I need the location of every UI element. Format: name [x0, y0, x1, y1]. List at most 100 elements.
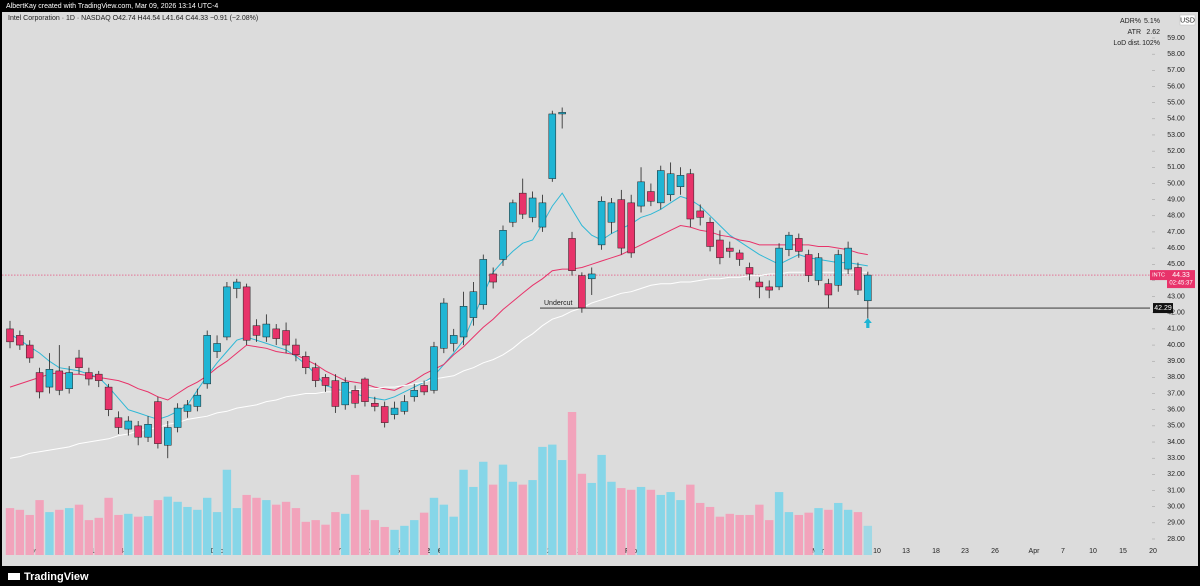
- volume-bar: [281, 501, 291, 555]
- stat-value: 102%: [1142, 40, 1160, 47]
- y-tick-label: 43.00: [1167, 293, 1185, 300]
- candle-body: [114, 417, 123, 428]
- signal-arrow: [863, 318, 872, 328]
- candle-body: [400, 401, 409, 412]
- candle-body: [311, 367, 320, 381]
- volume-bar: [25, 514, 34, 555]
- volume-bar: [469, 486, 478, 555]
- moving-average: [9, 224, 868, 401]
- candle-body: [587, 273, 596, 280]
- y-tick-label: 57.00: [1167, 67, 1185, 74]
- candle-body: [25, 344, 34, 359]
- volume-bar: [380, 526, 389, 555]
- candle-body: [854, 267, 862, 291]
- volume-bar: [498, 464, 508, 555]
- volume-bar: [55, 509, 64, 555]
- volume-bar: [74, 504, 84, 555]
- volume-bar: [626, 489, 636, 555]
- candle-body: [440, 302, 448, 349]
- y-tick-label: 30.00: [1167, 504, 1185, 511]
- x-tick-label: 7: [1061, 548, 1065, 555]
- candle-body: [410, 390, 419, 398]
- volume-bar: [104, 497, 113, 555]
- candle-body: [193, 394, 202, 407]
- y-tick-label: 36.00: [1167, 407, 1185, 414]
- volume-bar: [824, 509, 833, 555]
- candle-body: [341, 381, 349, 406]
- candle-body: [173, 407, 182, 428]
- volume-bar: [567, 412, 577, 555]
- volume-bar: [291, 508, 301, 555]
- y-tick-label: 45.00: [1167, 261, 1185, 268]
- candle-body: [55, 370, 64, 391]
- y-tick-label: 37.00: [1167, 390, 1185, 397]
- candle-body: [726, 247, 734, 252]
- candle-body: [85, 372, 93, 380]
- volume-bar: [488, 484, 498, 555]
- volume-bar: [222, 469, 232, 555]
- candle-body: [390, 407, 399, 415]
- y-tick-label: 52.00: [1167, 148, 1185, 155]
- logo-text: TradingView: [24, 571, 89, 583]
- y-tick-label: 38.00: [1167, 374, 1185, 381]
- volume-bar: [84, 520, 94, 555]
- logo: TradingView: [8, 571, 89, 583]
- volume-bar: [400, 525, 409, 555]
- volume-bar: [203, 497, 212, 555]
- candle-body: [75, 357, 83, 368]
- candle-body: [331, 380, 340, 407]
- volume-bar: [301, 521, 310, 555]
- candle-body: [637, 181, 645, 207]
- volume-bar: [64, 508, 74, 555]
- y-tick-label: 32.00: [1167, 471, 1185, 478]
- candle-body: [292, 344, 300, 356]
- volume-bar: [843, 509, 853, 555]
- volume-bar: [676, 500, 685, 555]
- candle-body: [657, 170, 665, 204]
- volume-bar: [765, 520, 774, 555]
- y-tick-label: 50.00: [1167, 180, 1185, 187]
- volume-bar: [794, 514, 803, 555]
- volume-bar: [5, 508, 15, 555]
- candle-body: [203, 335, 211, 385]
- volume-bar: [341, 513, 350, 555]
- y-tick-label: 29.00: [1167, 520, 1185, 527]
- candle-body: [745, 267, 754, 275]
- undercut-label: Undercut: [544, 300, 572, 307]
- candle-body: [242, 286, 251, 341]
- volume-bar: [449, 516, 458, 555]
- candle-body: [617, 199, 626, 249]
- candle-body: [65, 372, 73, 389]
- y-tick-label: 35.00: [1167, 423, 1185, 430]
- volume-bar: [390, 529, 399, 555]
- volume-bar: [94, 517, 103, 555]
- volume-bar: [804, 512, 813, 555]
- currency: USD: [1180, 17, 1195, 24]
- candle-body: [371, 402, 379, 407]
- volume-bar: [193, 509, 202, 555]
- credit: AlbertKay created with TradingView.com, …: [6, 3, 218, 10]
- volume-bar: [321, 524, 330, 555]
- volume-bar: [814, 508, 823, 555]
- candle-body: [449, 335, 458, 344]
- volume-bar: [479, 461, 488, 555]
- volume-bar: [124, 513, 133, 555]
- candle-body: [282, 330, 290, 346]
- candle-body: [578, 275, 586, 309]
- y-tick-label: 46.00: [1167, 245, 1185, 252]
- x-tick-label: 20: [1149, 548, 1157, 555]
- candle-body: [262, 323, 271, 338]
- candle-body: [459, 306, 468, 338]
- volume-bar: [173, 501, 182, 555]
- volume-bar: [607, 481, 616, 555]
- volume-bar: [262, 500, 271, 555]
- candle-body: [124, 420, 133, 430]
- price-tag-text: 44.33: [1172, 272, 1190, 279]
- symbol-tag-text: INTC: [1152, 273, 1165, 279]
- volume-bar: [834, 502, 843, 555]
- candle-body: [735, 252, 744, 260]
- candle-body: [321, 377, 330, 386]
- candle-body: [213, 343, 221, 352]
- candle-body: [686, 173, 695, 220]
- y-tick-label: 54.00: [1167, 116, 1185, 123]
